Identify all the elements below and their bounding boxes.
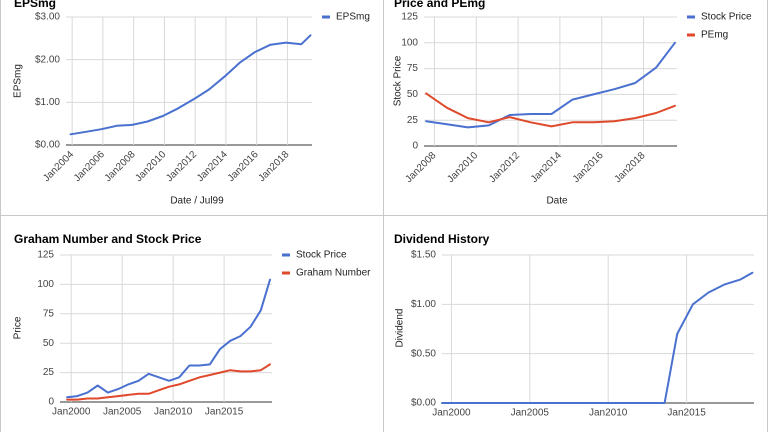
y-axis-label: Price bbox=[13, 316, 24, 339]
x-tick-label: Jan2008 bbox=[103, 149, 138, 184]
legend-label: Graham Number bbox=[296, 268, 371, 279]
chart-svg: EPSmg$0.00$1.00$2.00$3.00Jan2004Jan2006J… bbox=[13, 0, 370, 207]
x-tick-label: Jan2010 bbox=[154, 407, 193, 418]
series-line-stock-price bbox=[66, 278, 271, 399]
y-tick-label: $1.50 bbox=[411, 250, 436, 261]
y-tick-label: $0.50 bbox=[411, 348, 436, 359]
legend-label: PEmg bbox=[701, 30, 728, 41]
y-tick-label: 50 bbox=[43, 338, 55, 349]
x-tick-label: Jan2000 bbox=[52, 407, 91, 418]
y-tick-label: $1.00 bbox=[35, 97, 60, 108]
legend-label: Stock Price bbox=[296, 250, 347, 261]
chart-panel-graham-number: Graham Number and Stock Price 0 25 50 75 100 1… bbox=[0, 216, 383, 432]
chart-panel-price-pemg: Price and PEmg 0 25 50 75 100 125 Jan2008 Jan201… bbox=[384, 0, 768, 215]
y-tick-label: 125 bbox=[401, 12, 418, 23]
x-tick-label: Jan2010 bbox=[445, 150, 480, 185]
chart-title: Graham Number and Stock Price bbox=[14, 232, 202, 246]
y-tick-label: 25 bbox=[43, 367, 55, 378]
x-tick-label: Jan2010 bbox=[589, 408, 628, 419]
y-tick-label: 25 bbox=[407, 115, 419, 126]
x-tick-label: Jan2014 bbox=[195, 149, 230, 184]
x-tick-label: Jan2012 bbox=[487, 150, 522, 185]
y-tick-label: 0 bbox=[412, 141, 418, 152]
y-tick-label: 125 bbox=[37, 250, 54, 261]
panel-divider-horizontal bbox=[0, 215, 768, 216]
x-tick-label: Jan2018 bbox=[256, 149, 291, 184]
y-tick-label: 50 bbox=[407, 89, 419, 100]
y-tick-label: 75 bbox=[407, 63, 419, 74]
y-tick-label: 100 bbox=[401, 37, 418, 48]
chart-title: Price and PEmg bbox=[394, 0, 485, 10]
x-tick-label: Jan2014 bbox=[529, 150, 564, 185]
chart-title: Dividend History bbox=[394, 232, 490, 246]
series-line-graham-number bbox=[66, 363, 271, 401]
x-axis-label: Date / Jul99 bbox=[170, 196, 224, 207]
chart-title: EPSmg bbox=[14, 0, 56, 10]
x-tick-label: Jan2005 bbox=[511, 408, 550, 419]
legend-label: EPSmg bbox=[336, 12, 370, 23]
x-tick-label: Jan2015 bbox=[667, 408, 706, 419]
left-border bbox=[0, 0, 1, 432]
chart-panel-dividend-history: Dividend History $0.00 $0.50 $1.00 $1.50 Jan2… bbox=[384, 216, 768, 432]
x-tick-label: Jan2005 bbox=[103, 407, 142, 418]
series-line-dividend bbox=[441, 271, 754, 404]
x-tick-label: Jan2004 bbox=[41, 149, 76, 184]
x-tick-label: Jan2016 bbox=[571, 150, 606, 185]
panel-divider-vertical bbox=[383, 0, 384, 432]
series-line-epsmg bbox=[69, 34, 312, 136]
x-tick-label: Jan2018 bbox=[613, 150, 648, 185]
y-tick-label: $1.00 bbox=[411, 299, 436, 310]
x-tick-label: Jan2008 bbox=[404, 150, 439, 185]
x-tick-label: Jan2012 bbox=[164, 149, 199, 184]
y-axis-label: Dividend bbox=[395, 309, 406, 348]
y-tick-label: 0 bbox=[48, 397, 54, 408]
y-tick-label: $0.00 bbox=[411, 398, 436, 409]
y-axis-label: Stock Price bbox=[393, 55, 404, 106]
x-axis-label: Date bbox=[546, 196, 568, 207]
chart-svg: Graham Number and Stock Price 0 25 50 75 100 1… bbox=[13, 232, 371, 418]
y-tick-label: 100 bbox=[37, 279, 54, 290]
chart-panel-epsmg: EPSmg $0.00 $1.00 $2.00 $3.00 Jan2004 Jan2006 J… bbox=[0, 0, 383, 215]
legend-label: Stock Price bbox=[701, 12, 752, 23]
y-tick-label: $2.00 bbox=[35, 54, 60, 65]
chart-svg: Dividend History $0.00 $0.50 $1.00 $1.50 Jan2… bbox=[394, 232, 754, 419]
y-tick-label: $3.00 bbox=[35, 12, 60, 23]
x-tick-label: Jan2010 bbox=[133, 149, 168, 184]
x-tick-label: Jan2006 bbox=[72, 149, 107, 184]
x-tick-label: Jan2016 bbox=[226, 149, 261, 184]
y-axis-label: EPSmg bbox=[13, 64, 24, 98]
x-tick-label: Jan2015 bbox=[205, 407, 244, 418]
y-tick-label: 75 bbox=[43, 308, 55, 319]
series-line-pemg bbox=[425, 92, 676, 128]
y-tick-label: $0.00 bbox=[35, 140, 60, 151]
x-tick-label: Jan2000 bbox=[432, 408, 471, 419]
series-line-stock-price bbox=[425, 41, 676, 129]
